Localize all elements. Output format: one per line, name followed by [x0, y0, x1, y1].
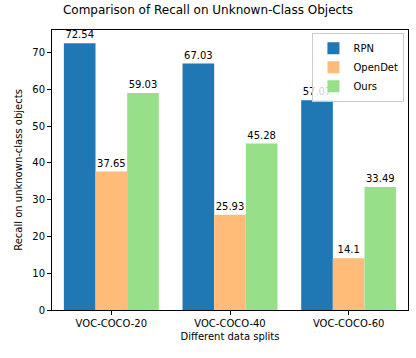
svg-text:RPN: RPN [353, 43, 373, 54]
svg-text:30: 30 [32, 194, 45, 205]
svg-text:72.54: 72.54 [65, 29, 94, 40]
svg-text:25.93: 25.93 [216, 201, 245, 212]
svg-text:33.49: 33.49 [366, 173, 395, 184]
svg-text:60: 60 [32, 84, 45, 95]
svg-text:Recall on unknown-class object: Recall on unknown-class objects [13, 89, 24, 251]
svg-text:59.03: 59.03 [129, 79, 158, 90]
svg-text:37.65: 37.65 [97, 158, 126, 169]
svg-text:50: 50 [32, 121, 45, 132]
svg-text:Ours: Ours [353, 81, 377, 92]
svg-text:VOC-COCO-20: VOC-COCO-20 [76, 318, 147, 329]
svg-text:10: 10 [32, 268, 45, 279]
svg-text:45.28: 45.28 [247, 130, 276, 141]
svg-text:67.03: 67.03 [184, 50, 213, 61]
svg-text:20: 20 [32, 231, 45, 242]
svg-text:Comparison of Recall on Unknow: Comparison of Recall on Unknown-Class Ob… [63, 3, 353, 17]
svg-text:VOC-COCO-40: VOC-COCO-40 [194, 318, 265, 329]
svg-text:40: 40 [32, 157, 45, 168]
svg-text:OpenDet: OpenDet [353, 62, 398, 73]
svg-text:Different data splits: Different data splits [181, 331, 280, 342]
svg-text:14.1: 14.1 [338, 244, 360, 255]
svg-text:0: 0 [39, 305, 45, 316]
svg-text:VOC-COCO-60: VOC-COCO-60 [313, 318, 384, 329]
svg-text:70: 70 [32, 47, 45, 58]
